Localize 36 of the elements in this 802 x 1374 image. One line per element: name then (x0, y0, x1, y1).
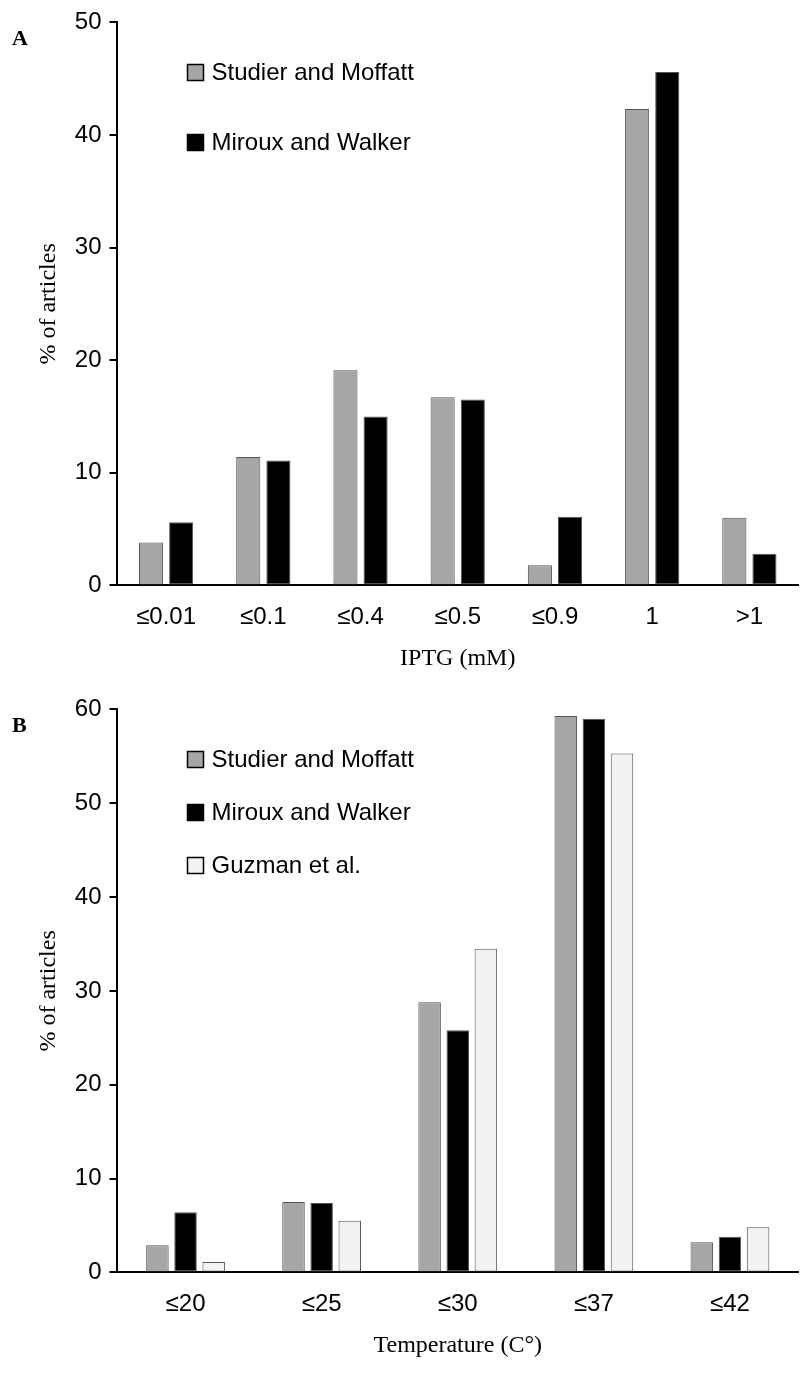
x-tick-label: ≤37 (573, 1289, 614, 1317)
x-tick-label: 1 (645, 602, 659, 630)
x-tick-label: ≤0.01 (136, 602, 197, 630)
x-tick-label: ≤42 (710, 1289, 750, 1317)
x-tick-label: ≤0.1 (240, 602, 287, 630)
x-axis-title: IPTG (mM) (400, 643, 516, 670)
y-tick-label: 20 (74, 1069, 102, 1097)
x-tick-label: ≤0.5 (434, 602, 482, 630)
y-tick-label: 50 (74, 787, 102, 815)
x-tick-label: ≤25 (301, 1289, 342, 1317)
y-tick-label: 50 (74, 7, 102, 35)
y-axis-title: % of articles (33, 930, 60, 1052)
legend-label: Miroux and Walker (211, 798, 411, 826)
x-tick-label: ≤20 (165, 1289, 206, 1317)
chart-title: B (12, 711, 27, 737)
y-tick-label: 0 (88, 570, 102, 598)
legend-label: Guzman et al. (211, 851, 361, 879)
x-tick-label: >1 (735, 602, 764, 630)
y-tick-label: 30 (74, 232, 102, 260)
y-tick-label: 40 (74, 119, 102, 147)
legend-label: Miroux and Walker (211, 128, 411, 156)
x-tick-label: ≤0.9 (531, 602, 579, 630)
chart-title: A (12, 24, 28, 50)
legend-label: Studier and Moffatt (211, 745, 415, 773)
y-tick-label: 20 (74, 344, 102, 372)
legend-label: Studier and Moffatt (211, 58, 415, 86)
x-axis-title: Temperature (C°) (373, 1330, 543, 1357)
y-axis-title: % of articles (33, 243, 60, 365)
y-tick-label: 40 (74, 881, 102, 909)
y-tick-label: 10 (74, 1163, 102, 1191)
x-tick-label: ≤0.4 (337, 602, 384, 630)
x-tick-label: ≤30 (437, 1289, 478, 1317)
y-tick-label: 10 (74, 457, 102, 485)
y-tick-label: 0 (88, 1257, 102, 1285)
y-tick-label: 60 (74, 694, 102, 722)
y-tick-label: 30 (74, 975, 102, 1003)
